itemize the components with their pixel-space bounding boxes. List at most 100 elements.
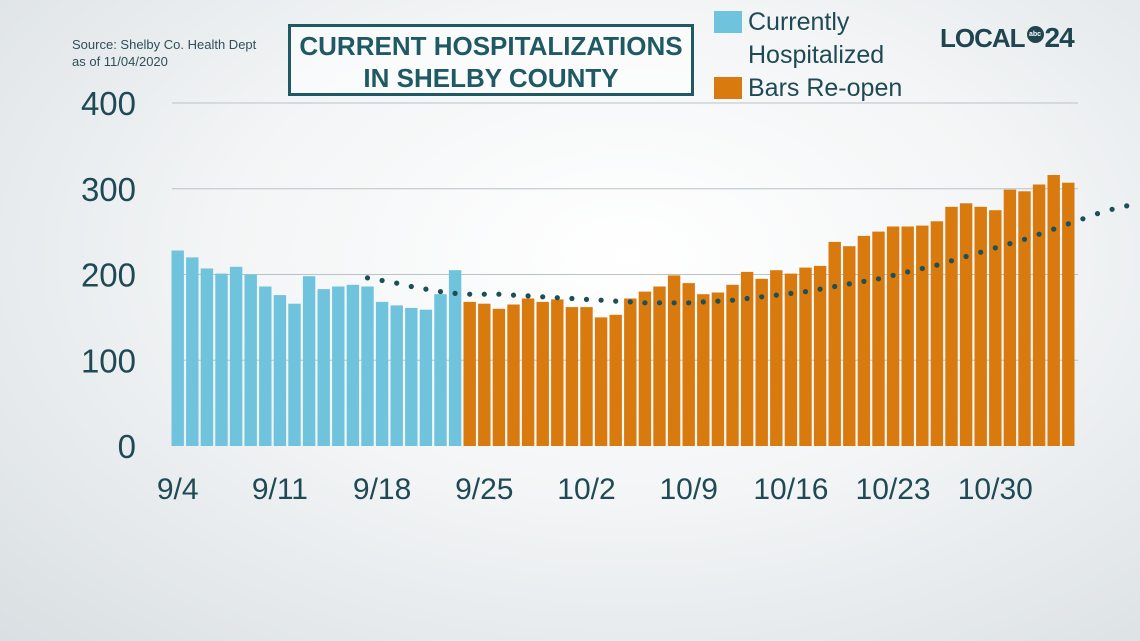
logo-text: LOCAL (940, 22, 1026, 53)
legend-swatch-hospitalized (714, 11, 742, 33)
trend-point (963, 253, 969, 260)
trend-point (817, 286, 823, 292)
legend: Currently Hospitalized Bars Re-open (714, 6, 902, 105)
trend-point (467, 291, 473, 297)
bar-bars-reopen (682, 283, 695, 446)
trend-point (671, 300, 677, 306)
bar-bars-reopen (770, 270, 783, 446)
x-tick-label: 9/18 (353, 473, 411, 506)
y-axis: 0 100 200 300 400 (81, 85, 136, 465)
x-tick-label: 10/16 (753, 473, 828, 506)
trend-point (700, 299, 706, 305)
trend-point (875, 276, 882, 282)
trend-line (364, 203, 1130, 306)
trend-point (948, 258, 955, 264)
bar-bars-reopen (463, 301, 476, 446)
bar-hospitalized (390, 305, 403, 446)
trend-point (802, 289, 809, 295)
trend-point (846, 281, 852, 287)
bar-bars-reopen (667, 275, 681, 446)
legend-item-bars-reopen: Bars Re-open (714, 72, 902, 105)
bar-bars-reopen (857, 235, 871, 446)
as-of-date: as of 11/04/2020 (72, 54, 168, 69)
trend-point (627, 299, 633, 305)
bar-bars-reopen (872, 231, 885, 446)
bar-bars-reopen (1003, 189, 1017, 446)
bar-bars-reopen (959, 203, 973, 446)
trend-point (686, 300, 692, 306)
trend-point (861, 278, 867, 284)
bar-bars-reopen (492, 308, 506, 446)
bar-bars-reopen (740, 271, 754, 446)
bar-hospitalized (419, 309, 433, 446)
trend-point (540, 294, 546, 300)
chart-title-line-2: IN SHELBY COUNTY (363, 63, 619, 93)
legend-label-bars-reopen: Bars Re-open (748, 74, 903, 102)
bar-hospitalized (405, 307, 418, 446)
trend-point (642, 300, 648, 306)
bar-bars-reopen (1062, 182, 1075, 446)
bar-bars-reopen (580, 307, 593, 446)
x-tick-label: 10/23 (856, 473, 931, 506)
bar-hospitalized (288, 303, 301, 446)
y-tick-label: 100 (81, 342, 136, 379)
trend-point (1065, 221, 1071, 227)
bar-hospitalized (317, 289, 330, 446)
trend-point (905, 269, 911, 275)
y-tick-label: 400 (81, 85, 136, 122)
source-line: Source: Shelby Co. Health Dept (72, 37, 257, 52)
bar-bars-reopen (886, 226, 900, 446)
trend-point (598, 297, 604, 303)
legend-swatch-bars-reopen (714, 77, 742, 99)
bar-hospitalized (200, 268, 214, 446)
bar-hospitalized (273, 295, 287, 446)
trend-point (1080, 216, 1086, 222)
bar-bars-reopen (653, 286, 666, 446)
bar-hospitalized (171, 250, 184, 446)
bar-hospitalized (186, 257, 199, 446)
x-tick-label: 9/4 (157, 473, 199, 506)
bar-bars-reopen (551, 299, 564, 446)
bar-bars-reopen (594, 317, 608, 446)
bar-hospitalized (229, 266, 243, 446)
bar-hospitalized (332, 286, 345, 446)
bar-bars-reopen (1018, 191, 1031, 446)
bar-hospitalized (375, 301, 389, 446)
x-tick-label: 10/30 (958, 473, 1033, 506)
bar-bars-reopen (1032, 184, 1046, 446)
bar-bars-reopen (1047, 175, 1060, 446)
trend-point (613, 298, 619, 304)
bar-hospitalized (244, 274, 257, 446)
x-axis: 9/4 9/11 9/18 9/25 10/2 10/9 10/16 10/23 10/30 (157, 473, 1033, 506)
trend-point (744, 295, 750, 302)
trend-point (1007, 241, 1013, 247)
bar-hospitalized (346, 284, 360, 446)
bar-bars-reopen (624, 298, 637, 446)
bar-hospitalized (215, 273, 228, 446)
y-tick-label: 200 (81, 257, 136, 294)
trend-point (934, 262, 940, 268)
trend-point (1124, 203, 1130, 209)
bar-bars-reopen (697, 294, 710, 446)
bars (171, 175, 1075, 446)
legend-label-hospitalized-2: Hospitalized (748, 41, 885, 69)
bar-bars-reopen (945, 206, 958, 446)
trend-point (452, 290, 458, 296)
bar-bars-reopen (565, 307, 579, 446)
bar-hospitalized (302, 276, 316, 446)
legend-label-hospitalized-1: Currently (748, 8, 850, 36)
trend-point (1021, 236, 1028, 242)
bar-bars-reopen (521, 298, 535, 446)
bar-bars-reopen (799, 267, 812, 446)
trend-point (1036, 231, 1042, 237)
trend-point (379, 277, 385, 284)
bar-hospitalized (361, 286, 374, 446)
bar-bars-reopen (638, 291, 652, 446)
bar-bars-reopen (828, 241, 841, 446)
trend-point (1109, 206, 1115, 212)
trend-point (890, 272, 896, 278)
station-logo: LOCAL abc 24 (940, 22, 1075, 54)
trend-point (656, 300, 663, 306)
trend-point (773, 292, 779, 298)
abc-logo-icon: abc (1026, 25, 1044, 43)
